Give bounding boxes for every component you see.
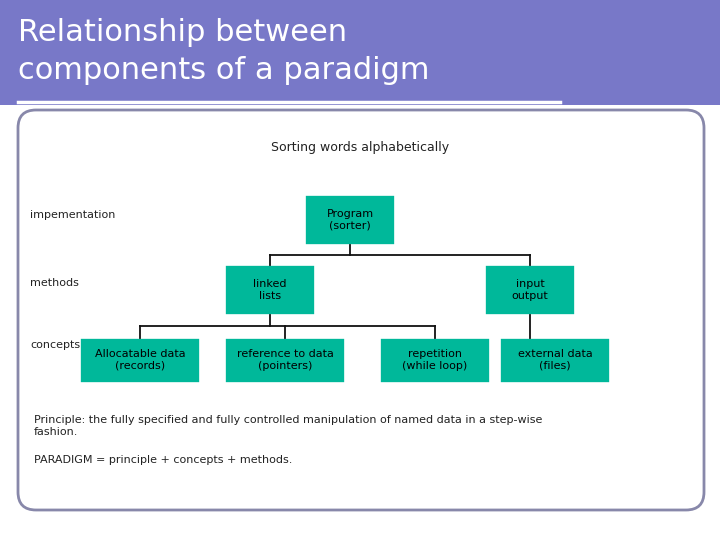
- Text: impementation: impementation: [30, 210, 115, 220]
- Text: Sorting words alphabetically: Sorting words alphabetically: [271, 141, 449, 154]
- FancyBboxPatch shape: [485, 265, 575, 315]
- Text: Allocatable data
(records): Allocatable data (records): [95, 349, 185, 371]
- FancyBboxPatch shape: [225, 338, 345, 382]
- Text: Relationship between: Relationship between: [18, 18, 347, 47]
- FancyBboxPatch shape: [305, 195, 395, 245]
- FancyBboxPatch shape: [0, 0, 720, 105]
- Text: repetition
(while loop): repetition (while loop): [402, 349, 467, 371]
- FancyBboxPatch shape: [18, 110, 704, 510]
- Text: Program
(sorter): Program (sorter): [326, 209, 374, 231]
- Text: linked
lists: linked lists: [253, 279, 287, 301]
- Text: external data
(files): external data (files): [518, 349, 593, 371]
- FancyBboxPatch shape: [380, 338, 490, 382]
- Text: Principle: the fully specified and fully controlled manipulation of named data i: Principle: the fully specified and fully…: [34, 415, 542, 437]
- Text: components of a paradigm: components of a paradigm: [18, 56, 430, 85]
- Text: PARADIGM = principle + concepts + methods.: PARADIGM = principle + concepts + method…: [34, 455, 292, 465]
- Text: concepts: concepts: [30, 340, 80, 350]
- FancyBboxPatch shape: [225, 265, 315, 315]
- Text: methods: methods: [30, 278, 79, 288]
- FancyBboxPatch shape: [80, 338, 200, 382]
- Text: input
output: input output: [512, 279, 549, 301]
- FancyBboxPatch shape: [500, 338, 610, 382]
- Text: reference to data
(pointers): reference to data (pointers): [237, 349, 333, 371]
